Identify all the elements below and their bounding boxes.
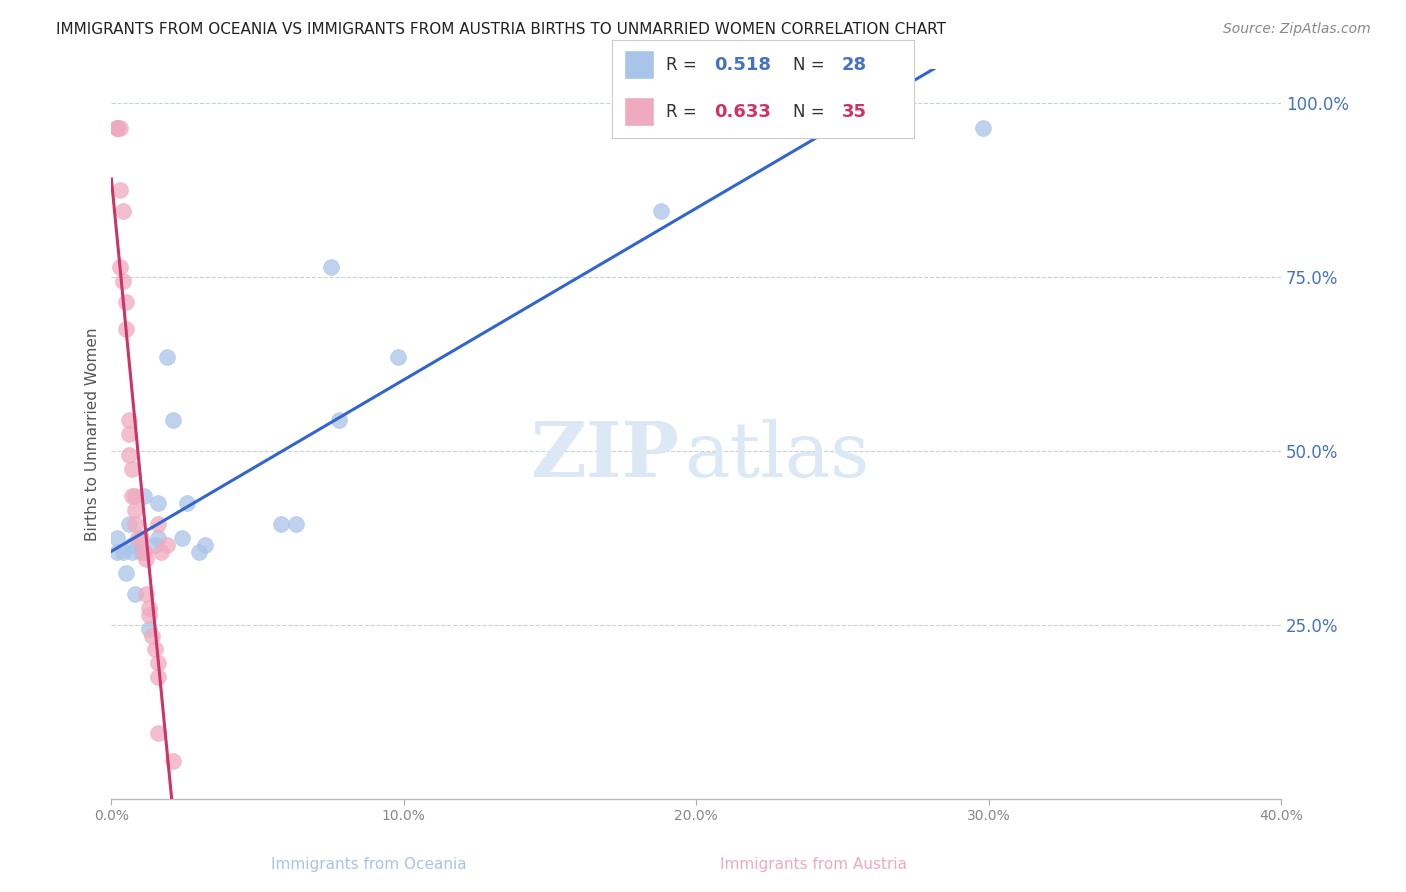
Point bbox=[148, 670, 170, 684]
Point bbox=[118, 426, 141, 441]
Point bbox=[112, 204, 135, 219]
Point bbox=[121, 545, 143, 559]
Point bbox=[135, 587, 157, 601]
Point bbox=[129, 545, 152, 559]
Text: atlas: atlas bbox=[685, 418, 870, 492]
Point bbox=[108, 183, 131, 197]
Point bbox=[112, 545, 135, 559]
Point bbox=[284, 517, 307, 532]
Text: ZIP: ZIP bbox=[530, 418, 679, 492]
Text: Immigrants from Austria: Immigrants from Austria bbox=[720, 857, 907, 872]
Point bbox=[124, 587, 146, 601]
Point bbox=[118, 517, 141, 532]
Point bbox=[148, 496, 170, 510]
Point bbox=[141, 629, 163, 643]
Point bbox=[650, 204, 672, 219]
Point bbox=[143, 642, 166, 657]
Text: 28: 28 bbox=[841, 55, 866, 74]
Text: 0.518: 0.518 bbox=[714, 55, 772, 74]
Point bbox=[105, 120, 128, 135]
Point bbox=[129, 531, 152, 545]
Y-axis label: Births to Unmarried Women: Births to Unmarried Women bbox=[86, 327, 100, 541]
Point bbox=[319, 260, 342, 274]
Text: Source: ZipAtlas.com: Source: ZipAtlas.com bbox=[1223, 22, 1371, 37]
Point bbox=[143, 538, 166, 552]
Point bbox=[972, 120, 994, 135]
Point bbox=[115, 322, 138, 336]
Text: 0.633: 0.633 bbox=[714, 103, 772, 120]
Point bbox=[124, 503, 146, 517]
Point bbox=[118, 448, 141, 462]
Point bbox=[105, 531, 128, 545]
Point bbox=[118, 413, 141, 427]
Point bbox=[108, 260, 131, 274]
Point bbox=[108, 120, 131, 135]
Point bbox=[105, 545, 128, 559]
Point bbox=[138, 607, 160, 622]
FancyBboxPatch shape bbox=[624, 97, 654, 127]
Point bbox=[270, 517, 292, 532]
Point bbox=[328, 413, 350, 427]
Point bbox=[135, 552, 157, 566]
Point bbox=[115, 566, 138, 580]
Point bbox=[124, 517, 146, 532]
Point bbox=[150, 545, 173, 559]
Point bbox=[121, 490, 143, 504]
Point bbox=[655, 120, 678, 135]
Text: N =: N = bbox=[793, 55, 830, 74]
Point bbox=[115, 294, 138, 309]
Point bbox=[138, 622, 160, 636]
Point bbox=[121, 461, 143, 475]
Point bbox=[162, 754, 184, 768]
Point bbox=[156, 351, 179, 365]
Point bbox=[176, 496, 198, 510]
Point bbox=[105, 120, 128, 135]
Text: IMMIGRANTS FROM OCEANIA VS IMMIGRANTS FROM AUSTRIA BIRTHS TO UNMARRIED WOMEN COR: IMMIGRANTS FROM OCEANIA VS IMMIGRANTS FR… bbox=[56, 22, 946, 37]
Point bbox=[105, 120, 128, 135]
Point bbox=[156, 538, 179, 552]
Point bbox=[121, 538, 143, 552]
Point bbox=[148, 531, 170, 545]
Text: R =: R = bbox=[666, 103, 702, 120]
Point bbox=[124, 490, 146, 504]
Point bbox=[132, 545, 155, 559]
Point bbox=[127, 531, 149, 545]
Text: Immigrants from Oceania: Immigrants from Oceania bbox=[271, 857, 467, 872]
Point bbox=[194, 538, 217, 552]
Text: N =: N = bbox=[793, 103, 830, 120]
Point bbox=[112, 274, 135, 288]
Point bbox=[132, 490, 155, 504]
Point bbox=[132, 545, 155, 559]
Point bbox=[148, 517, 170, 532]
Point bbox=[148, 657, 170, 671]
Point bbox=[170, 531, 193, 545]
Point bbox=[162, 413, 184, 427]
Point bbox=[387, 351, 409, 365]
Point bbox=[188, 545, 211, 559]
Point bbox=[148, 726, 170, 740]
Text: R =: R = bbox=[666, 55, 702, 74]
Point bbox=[138, 600, 160, 615]
FancyBboxPatch shape bbox=[624, 50, 654, 79]
Text: 35: 35 bbox=[841, 103, 866, 120]
